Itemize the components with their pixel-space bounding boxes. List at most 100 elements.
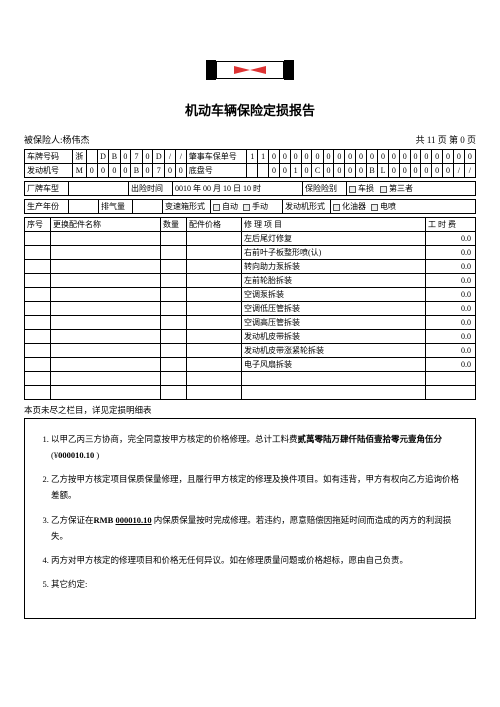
char-cell: 0	[301, 164, 312, 178]
char-cell: 0	[312, 150, 323, 164]
char-cell: 0	[165, 164, 176, 178]
char-cell: 0	[432, 164, 443, 178]
table-row: 发动机皮带涨紧轮拆装 0.0	[25, 344, 476, 358]
table-row: 左前轮胎拆装 0.0	[25, 274, 476, 288]
year-value	[69, 200, 99, 214]
char-cell: 1	[247, 150, 258, 164]
char-cell: 0	[443, 164, 454, 178]
meta-row: 被保险人:杨伟杰 共 11 页 第 0 页	[24, 133, 476, 146]
labor-cost: 0.0	[426, 358, 476, 372]
col-price: 配件价格	[187, 218, 242, 232]
char-cell: D	[97, 150, 109, 164]
char-cell: D	[153, 150, 165, 164]
repair-item: 空调低压管拆装	[242, 302, 426, 316]
char-cell: 0	[279, 164, 290, 178]
char-cell: M	[72, 164, 86, 178]
parts-table: 序号 更换配件名称 数量 配件价格 修 理 项 目 工 时 费 左后尾灯修复 0…	[24, 217, 476, 400]
bowtie-icon	[234, 66, 266, 74]
char-cell	[247, 164, 258, 178]
char-cell: 0	[453, 150, 464, 164]
char-cell: 0	[399, 164, 410, 178]
char-cell: /	[175, 150, 186, 164]
char-cell: L	[378, 164, 389, 178]
char-cell: 0	[410, 150, 421, 164]
table-row: 空调低压管拆装 0.0	[25, 302, 476, 316]
char-cell: 0	[323, 150, 334, 164]
engine-options: 化油器 电喷	[331, 200, 476, 214]
checkbox-icon[interactable]	[380, 186, 387, 193]
accident-time: 0010 年 00 月 10 日 10 时	[173, 182, 303, 196]
char-cell: 0	[86, 164, 97, 178]
model-table: 厂牌车型 出险时间 0010 年 00 月 10 日 10 时 保险险别 车损 …	[24, 181, 476, 196]
clause-item: 乙方保证在RMB 000010.10 内保质保量按时完成修理。若违约，愿意赔偿因…	[51, 512, 467, 544]
repair-item: 空调泵拆装	[242, 288, 426, 302]
clause-item: 以甲乙丙三方协商，完全同意按甲方核定的价格修理。总计工料费贰萬零陆万肆仟陆佰壹拾…	[51, 431, 467, 463]
char-cell: 0	[175, 164, 186, 178]
table-row: 空调泵拆装 0.0	[25, 288, 476, 302]
table-row: 发动机皮带拆装 0.0	[25, 330, 476, 344]
char-cell: 0	[388, 164, 399, 178]
char-cell: 0	[345, 150, 356, 164]
char-cell: B	[366, 164, 377, 178]
repair-item: 发动机皮带拆装	[242, 330, 426, 344]
checkbox-icon[interactable]	[349, 186, 356, 193]
checkbox-icon[interactable]	[243, 204, 250, 211]
trans-options: 自动 手动	[211, 200, 283, 214]
trans-label: 变速箱形式	[163, 200, 211, 214]
clause-item: 乙方按甲方核定项目保质保量修理，且履行甲方核定的修理及换件项目。如有违背，甲方有…	[51, 471, 467, 503]
char-cell: 7	[153, 164, 165, 178]
col-seq: 序号	[25, 218, 51, 232]
checkbox-icon[interactable]	[371, 204, 378, 211]
logo-bar	[24, 60, 476, 80]
row-midlabel: 肇事车保单号	[186, 150, 247, 164]
char-cell: B	[131, 164, 142, 178]
clause-item: 其它约定:	[51, 576, 467, 592]
table-row: 转向助力泵拆装 0.0	[25, 260, 476, 274]
labor-cost: 0.0	[426, 302, 476, 316]
col-repair: 修 理 项 目	[242, 218, 426, 232]
row-label: 车牌号码	[25, 150, 73, 164]
char-cell	[86, 150, 97, 164]
char-cell: 0	[97, 164, 109, 178]
disp-value	[133, 200, 163, 214]
clauses-box: 以甲乙丙三方协商，完全同意按甲方核定的价格修理。总计工料费贰萬零陆万肆仟陆佰壹拾…	[24, 418, 476, 619]
char-cell: 0	[421, 150, 432, 164]
page-title: 机动车辆保险定损报告	[24, 100, 476, 119]
table-row	[25, 372, 476, 386]
char-cell: 0	[421, 164, 432, 178]
char-cell: 浙	[72, 150, 86, 164]
char-cell: 0	[410, 164, 421, 178]
repair-item: 电子风扇拆装	[242, 358, 426, 372]
char-cell: 0	[464, 150, 475, 164]
labor-cost: 0.0	[426, 246, 476, 260]
char-cell: 1	[258, 150, 269, 164]
char-cell: 0	[399, 150, 410, 164]
checkbox-icon[interactable]	[333, 204, 340, 211]
char-cell: 0	[345, 164, 356, 178]
char-cell: 0	[334, 150, 345, 164]
labor-cost: 0.0	[426, 288, 476, 302]
char-cell: 0	[443, 150, 454, 164]
logo-center	[216, 61, 284, 79]
labor-cost: 0.0	[426, 274, 476, 288]
char-cell: 0	[142, 150, 153, 164]
col-qty: 数量	[161, 218, 187, 232]
plate-engine-table: 车牌号码浙DB070D//肇事车保单号110000000000000000000…	[24, 149, 476, 178]
char-cell: 0	[356, 150, 367, 164]
labor-cost: 0.0	[426, 344, 476, 358]
char-cell: 7	[131, 150, 142, 164]
model-label: 厂牌车型	[25, 182, 69, 196]
char-cell: /	[165, 150, 176, 164]
labor-cost: 0.0	[426, 316, 476, 330]
disp-label: 排气量	[99, 200, 133, 214]
table-row: 空调高压管拆装 0.0	[25, 316, 476, 330]
table-footnote: 本页未尽之栏目，详见定损明细表	[24, 404, 476, 416]
logo-block-left	[206, 60, 216, 80]
spec-table: 生产年份 排气量 变速箱形式 自动 手动 发动机形式 化油器 电喷	[24, 199, 476, 214]
char-cell: 0	[109, 164, 120, 178]
checkbox-icon[interactable]	[213, 204, 220, 211]
char-cell: 0	[334, 164, 345, 178]
char-cell: /	[453, 164, 464, 178]
repair-item: 发动机皮带涨紧轮拆装	[242, 344, 426, 358]
char-cell: 0	[142, 164, 153, 178]
